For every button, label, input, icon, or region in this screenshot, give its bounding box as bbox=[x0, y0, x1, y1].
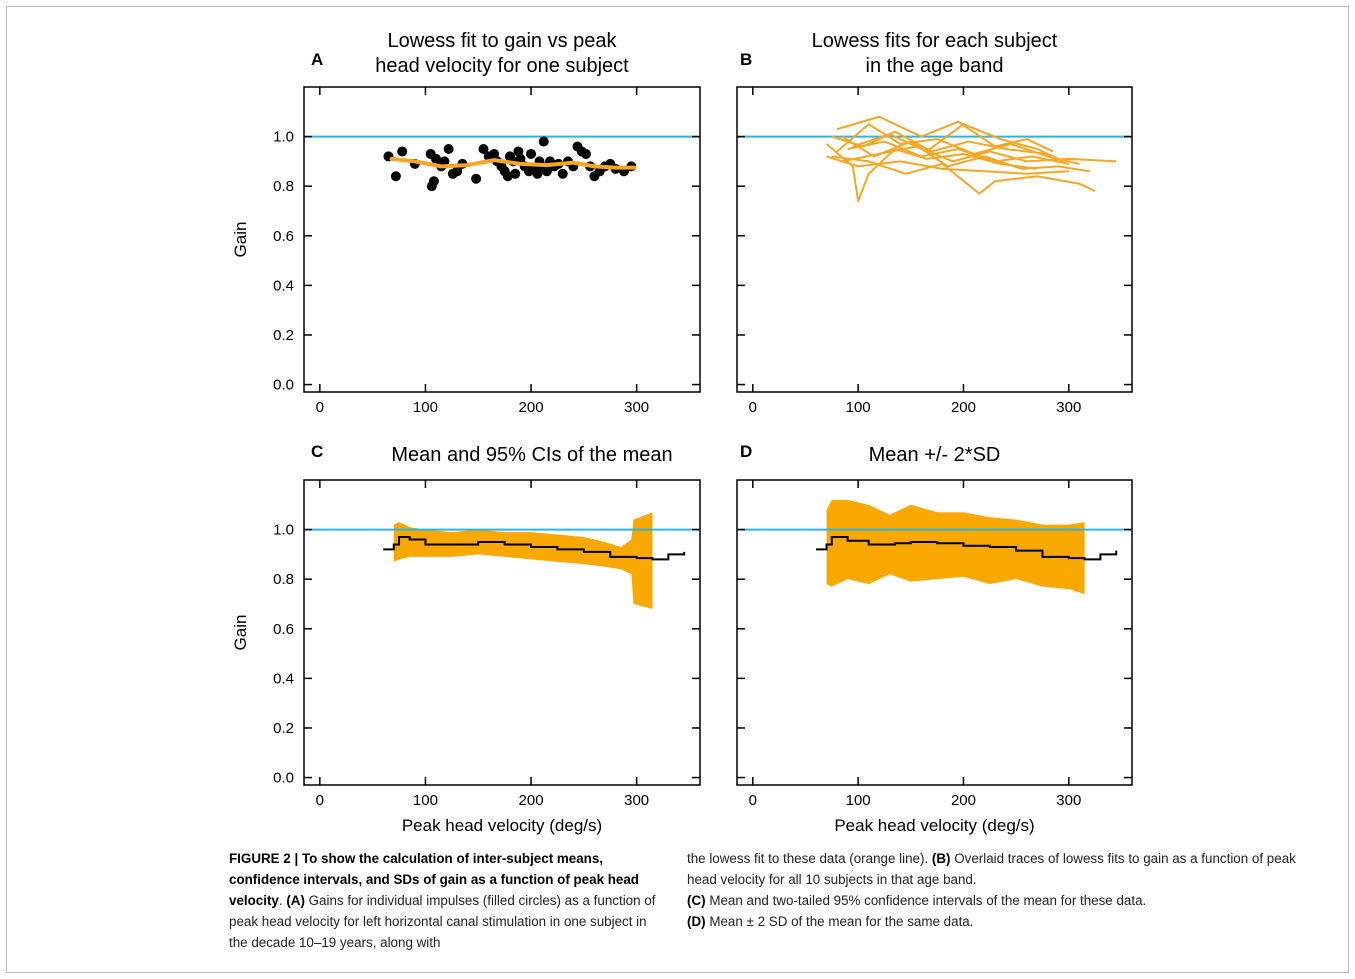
panel-b-title-line-2: in the age band bbox=[866, 55, 1004, 77]
panel-b-subject-line-8 bbox=[847, 140, 1069, 165]
caption-a-text: Gains for individual impulses (filled ci… bbox=[229, 893, 656, 950]
panel-a-data-point bbox=[541, 166, 552, 177]
panel-c-xtick-label: 100 bbox=[413, 792, 438, 809]
panel-a-title-line-1: Lowess fit to gain vs peak bbox=[387, 30, 617, 52]
panel-a-ytick-label: 0.4 bbox=[273, 277, 294, 294]
panel-d: 0 100 200 300 Mean +/- 2*SD D Peak head veloci… bbox=[736, 442, 1133, 835]
panel-d-xtick-label: 100 bbox=[846, 792, 871, 809]
panel-b-plot-area bbox=[737, 115, 1132, 203]
panel-a-data-point bbox=[452, 166, 463, 177]
panel-d-mean-line bbox=[816, 536, 1118, 561]
panel-a-data-point bbox=[580, 148, 591, 159]
panel-a-ytick-label: 0.2 bbox=[273, 327, 294, 344]
caption-d-text: Mean ± 2 SD of the mean for the same dat… bbox=[705, 914, 974, 929]
panel-c-ytick-label: 0.2 bbox=[273, 720, 294, 737]
panel-a-data-point bbox=[515, 153, 526, 164]
caption-left-column: FIGURE 2 | To show the calculation of in… bbox=[229, 848, 659, 953]
panel-a-data-point bbox=[557, 168, 568, 179]
panel-c-ytick-label: 0.6 bbox=[273, 621, 294, 638]
panel-a-data-point bbox=[471, 173, 482, 184]
panel-a-data-point bbox=[428, 176, 439, 187]
panel-a-data-point bbox=[478, 143, 489, 154]
panel-b-xtick-label: 200 bbox=[951, 399, 976, 416]
caption-period: . bbox=[278, 893, 287, 908]
panel-d-xlabel: Peak head velocity (deg/s) bbox=[834, 816, 1034, 835]
panel-a-letter: A bbox=[311, 50, 323, 69]
panel-b-title-line-1: Lowess fits for each subject bbox=[812, 30, 1058, 52]
panel-c-plot-area bbox=[304, 512, 700, 609]
panel-a-data-point bbox=[538, 136, 549, 147]
panel-b-subject-line-9 bbox=[841, 135, 1091, 173]
panel-c-xtick-label: 300 bbox=[624, 792, 649, 809]
panel-a-data-point bbox=[390, 171, 401, 182]
panel-a-xtick-label: 100 bbox=[413, 399, 438, 416]
panel-a-data-point bbox=[397, 146, 408, 157]
panel-c-xlabel: Peak head velocity (deg/s) bbox=[402, 816, 602, 835]
figure-svg: 0 100 200 300 0.0 0.2 0.4 0.6 0.8 1.0 Lowess fit t… bbox=[231, 30, 1133, 835]
panel-a-data-point bbox=[532, 168, 543, 179]
panel-a-data-point bbox=[443, 143, 454, 154]
panel-c-ytick-label: 0.4 bbox=[273, 670, 294, 687]
panel-d-plot-area bbox=[737, 499, 1132, 595]
caption-right-column: the lowess fit to these data (orange lin… bbox=[687, 848, 1327, 932]
panel-a-ylabel: Gain bbox=[231, 222, 250, 258]
panel-b-xtick-label: 0 bbox=[749, 399, 757, 416]
panel-c-mean-line bbox=[383, 536, 686, 561]
panel-a-plot-area bbox=[304, 135, 700, 192]
panel-d-xtick-label: 300 bbox=[1056, 792, 1081, 809]
panel-c: 0 100 200 300 0.0 0.2 0.4 0.6 0.8 1.0 Mean and 95%… bbox=[231, 442, 701, 835]
panel-d-ci-band bbox=[826, 499, 1085, 595]
panel-b-xtick-label: 100 bbox=[846, 399, 871, 416]
panel-a: 0 100 200 300 0.0 0.2 0.4 0.6 0.8 1.0 Lowess fit t… bbox=[231, 30, 701, 416]
caption-c-label: (C) bbox=[687, 893, 706, 908]
panel-a-data-point bbox=[526, 148, 537, 159]
panel-d-xtick-label: 200 bbox=[951, 792, 976, 809]
panel-a-data-point bbox=[439, 156, 450, 167]
panel-a-ytick-label: 0.8 bbox=[273, 178, 294, 195]
panel-a-ytick-label: 1.0 bbox=[273, 129, 294, 146]
panel-a-lowess-fit bbox=[389, 156, 637, 170]
panel-b-xtick-label: 300 bbox=[1056, 399, 1081, 416]
panel-a-data-point bbox=[431, 153, 441, 164]
panel-c-frame bbox=[303, 479, 701, 786]
figure-frame bbox=[6, 6, 1349, 973]
caption-a-continued: the lowess fit to these data (orange lin… bbox=[687, 851, 932, 866]
panel-c-xtick-label: 200 bbox=[519, 792, 544, 809]
panel-c-xtick-label: 0 bbox=[316, 792, 324, 809]
panel-a-xtick-label: 0 bbox=[316, 399, 324, 416]
panel-a-ytick-label: 0.0 bbox=[273, 377, 294, 394]
panel-c-ci-band bbox=[393, 512, 653, 609]
panel-d-frame bbox=[736, 479, 1133, 786]
panel-b-letter: B bbox=[740, 50, 752, 69]
panel-c-ylabel: Gain bbox=[231, 615, 250, 651]
caption-c-text: Mean and two-tailed 95% confidence inter… bbox=[705, 893, 1147, 908]
panel-c-ytick-label: 1.0 bbox=[273, 522, 294, 539]
panel-a-xtick-label: 200 bbox=[519, 399, 544, 416]
panel-d-letter: D bbox=[740, 442, 752, 461]
caption-d-label: (D) bbox=[687, 914, 706, 929]
panel-c-letter: C bbox=[311, 442, 323, 461]
panel-a-xtick-label: 300 bbox=[624, 399, 649, 416]
panel-a-data-point bbox=[510, 168, 521, 179]
panel-b-frame bbox=[736, 86, 1133, 393]
panel-b-subject-line-1 bbox=[826, 155, 1069, 175]
panel-c-ytick-label: 0.8 bbox=[273, 571, 294, 588]
caption-b-text: Overlaid traces of lowess fits to gain a… bbox=[687, 851, 1296, 887]
caption-b-label: (B) bbox=[931, 851, 951, 866]
panel-c-title-line-1: Mean and 95% CIs of the mean bbox=[391, 444, 672, 466]
panel-b: 0 100 200 300 Lowess fits for each subject in… bbox=[736, 30, 1133, 416]
panel-b-subject-line-10 bbox=[852, 123, 1064, 163]
panel-b-subject-line-7 bbox=[836, 115, 1054, 153]
panel-b-subject-line-3 bbox=[836, 123, 1080, 165]
panel-d-title-line-1: Mean +/- 2*SD bbox=[869, 444, 1001, 466]
panel-b-subject-line-6 bbox=[831, 155, 1096, 195]
caption-a-label: (A) bbox=[286, 893, 305, 908]
panel-a-title-line-2: head velocity for one subject bbox=[375, 55, 629, 77]
panel-a-frame bbox=[303, 86, 701, 393]
caption-figure-label: FIGURE 2 | To show the calculation of in… bbox=[229, 851, 639, 908]
panel-c-ytick-label: 0.0 bbox=[273, 770, 294, 787]
panel-a-ytick-label: 0.6 bbox=[273, 228, 294, 245]
panel-d-xtick-label: 0 bbox=[749, 792, 757, 809]
